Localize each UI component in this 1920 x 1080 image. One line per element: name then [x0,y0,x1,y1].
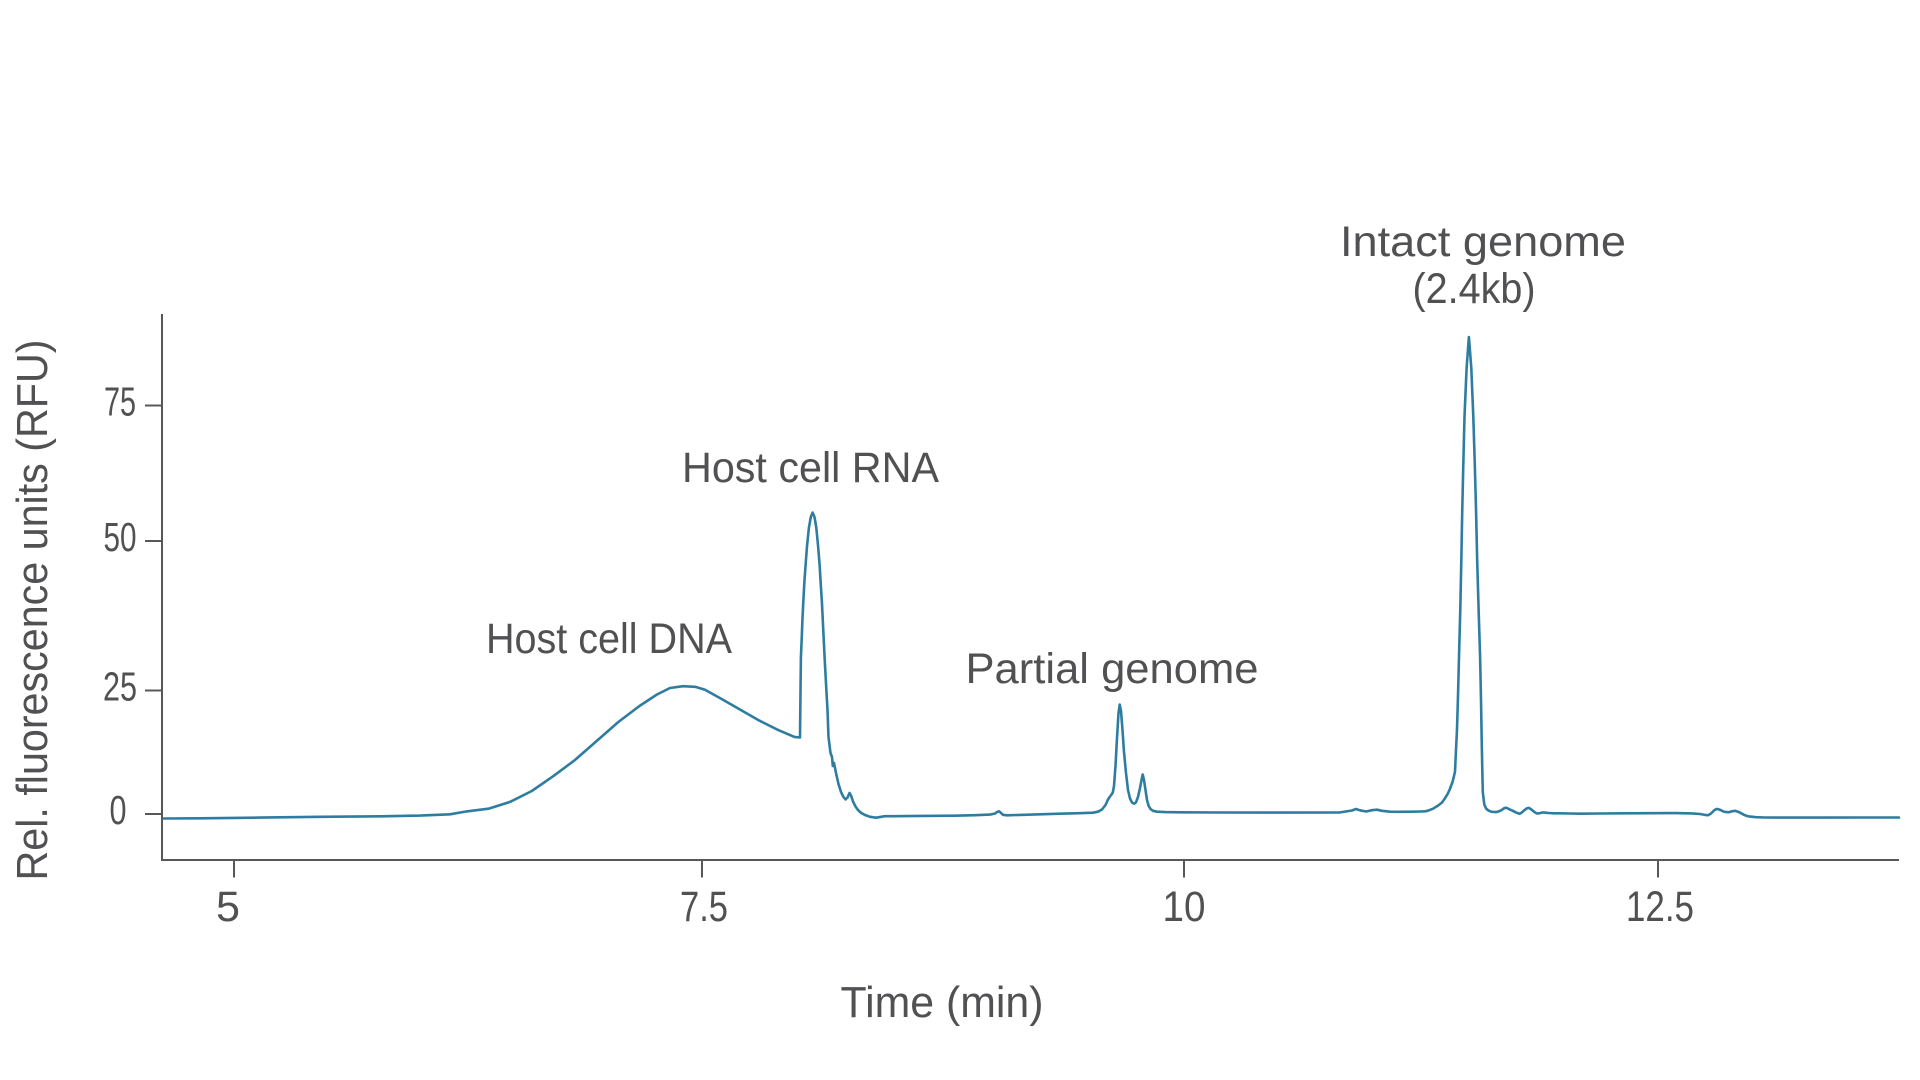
svg-text:(2.4kb): (2.4kb) [1413,265,1536,313]
svg-text:75: 75 [104,378,136,424]
svg-text:0: 0 [110,787,127,833]
svg-text:Partial genome: Partial genome [966,645,1259,693]
svg-text:25: 25 [103,663,137,709]
svg-text:7.5: 7.5 [680,883,728,931]
svg-text:Host cell RNA: Host cell RNA [682,444,939,492]
svg-text:12.5: 12.5 [1626,883,1694,931]
svg-text:5: 5 [216,883,240,931]
svg-text:50: 50 [104,514,137,560]
svg-text:Rel. fluorescence units (RFU): Rel. fluorescence units (RFU) [8,340,57,881]
svg-text:Intact genome: Intact genome [1340,218,1626,266]
svg-text:Time (min): Time (min) [841,978,1044,1027]
svg-text:10: 10 [1163,883,1206,931]
svg-text:Host cell DNA: Host cell DNA [486,615,732,663]
